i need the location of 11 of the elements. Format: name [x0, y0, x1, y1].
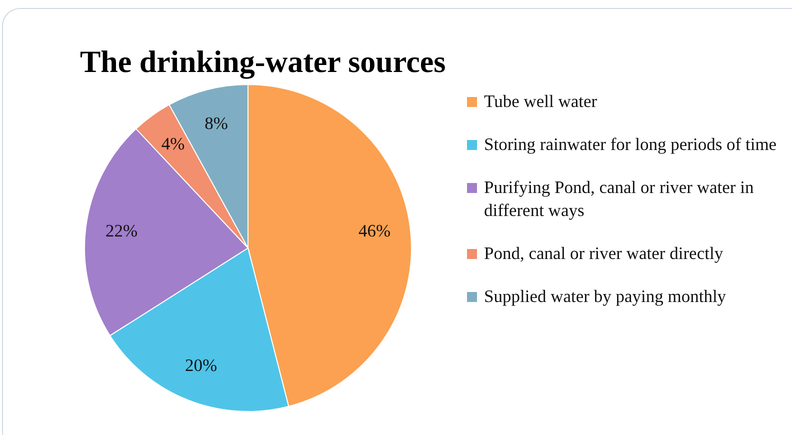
- data-label: 22%: [105, 220, 138, 241]
- chart-title: The drinking-water sources: [80, 44, 446, 80]
- data-label: 4%: [161, 133, 185, 154]
- data-label: 46%: [358, 220, 391, 241]
- legend-label: Supplied water by paying monthly: [484, 285, 726, 308]
- legend-label: Pond, canal or river water directly: [484, 242, 724, 265]
- data-label: 20%: [185, 355, 218, 376]
- data-label: 8%: [204, 113, 228, 134]
- legend-label: Purifying Pond, canal or river water in different ways: [484, 176, 755, 222]
- legend-label: Tube well water: [484, 90, 598, 113]
- legend-label: Storing rainwater for long periods of time: [484, 133, 777, 156]
